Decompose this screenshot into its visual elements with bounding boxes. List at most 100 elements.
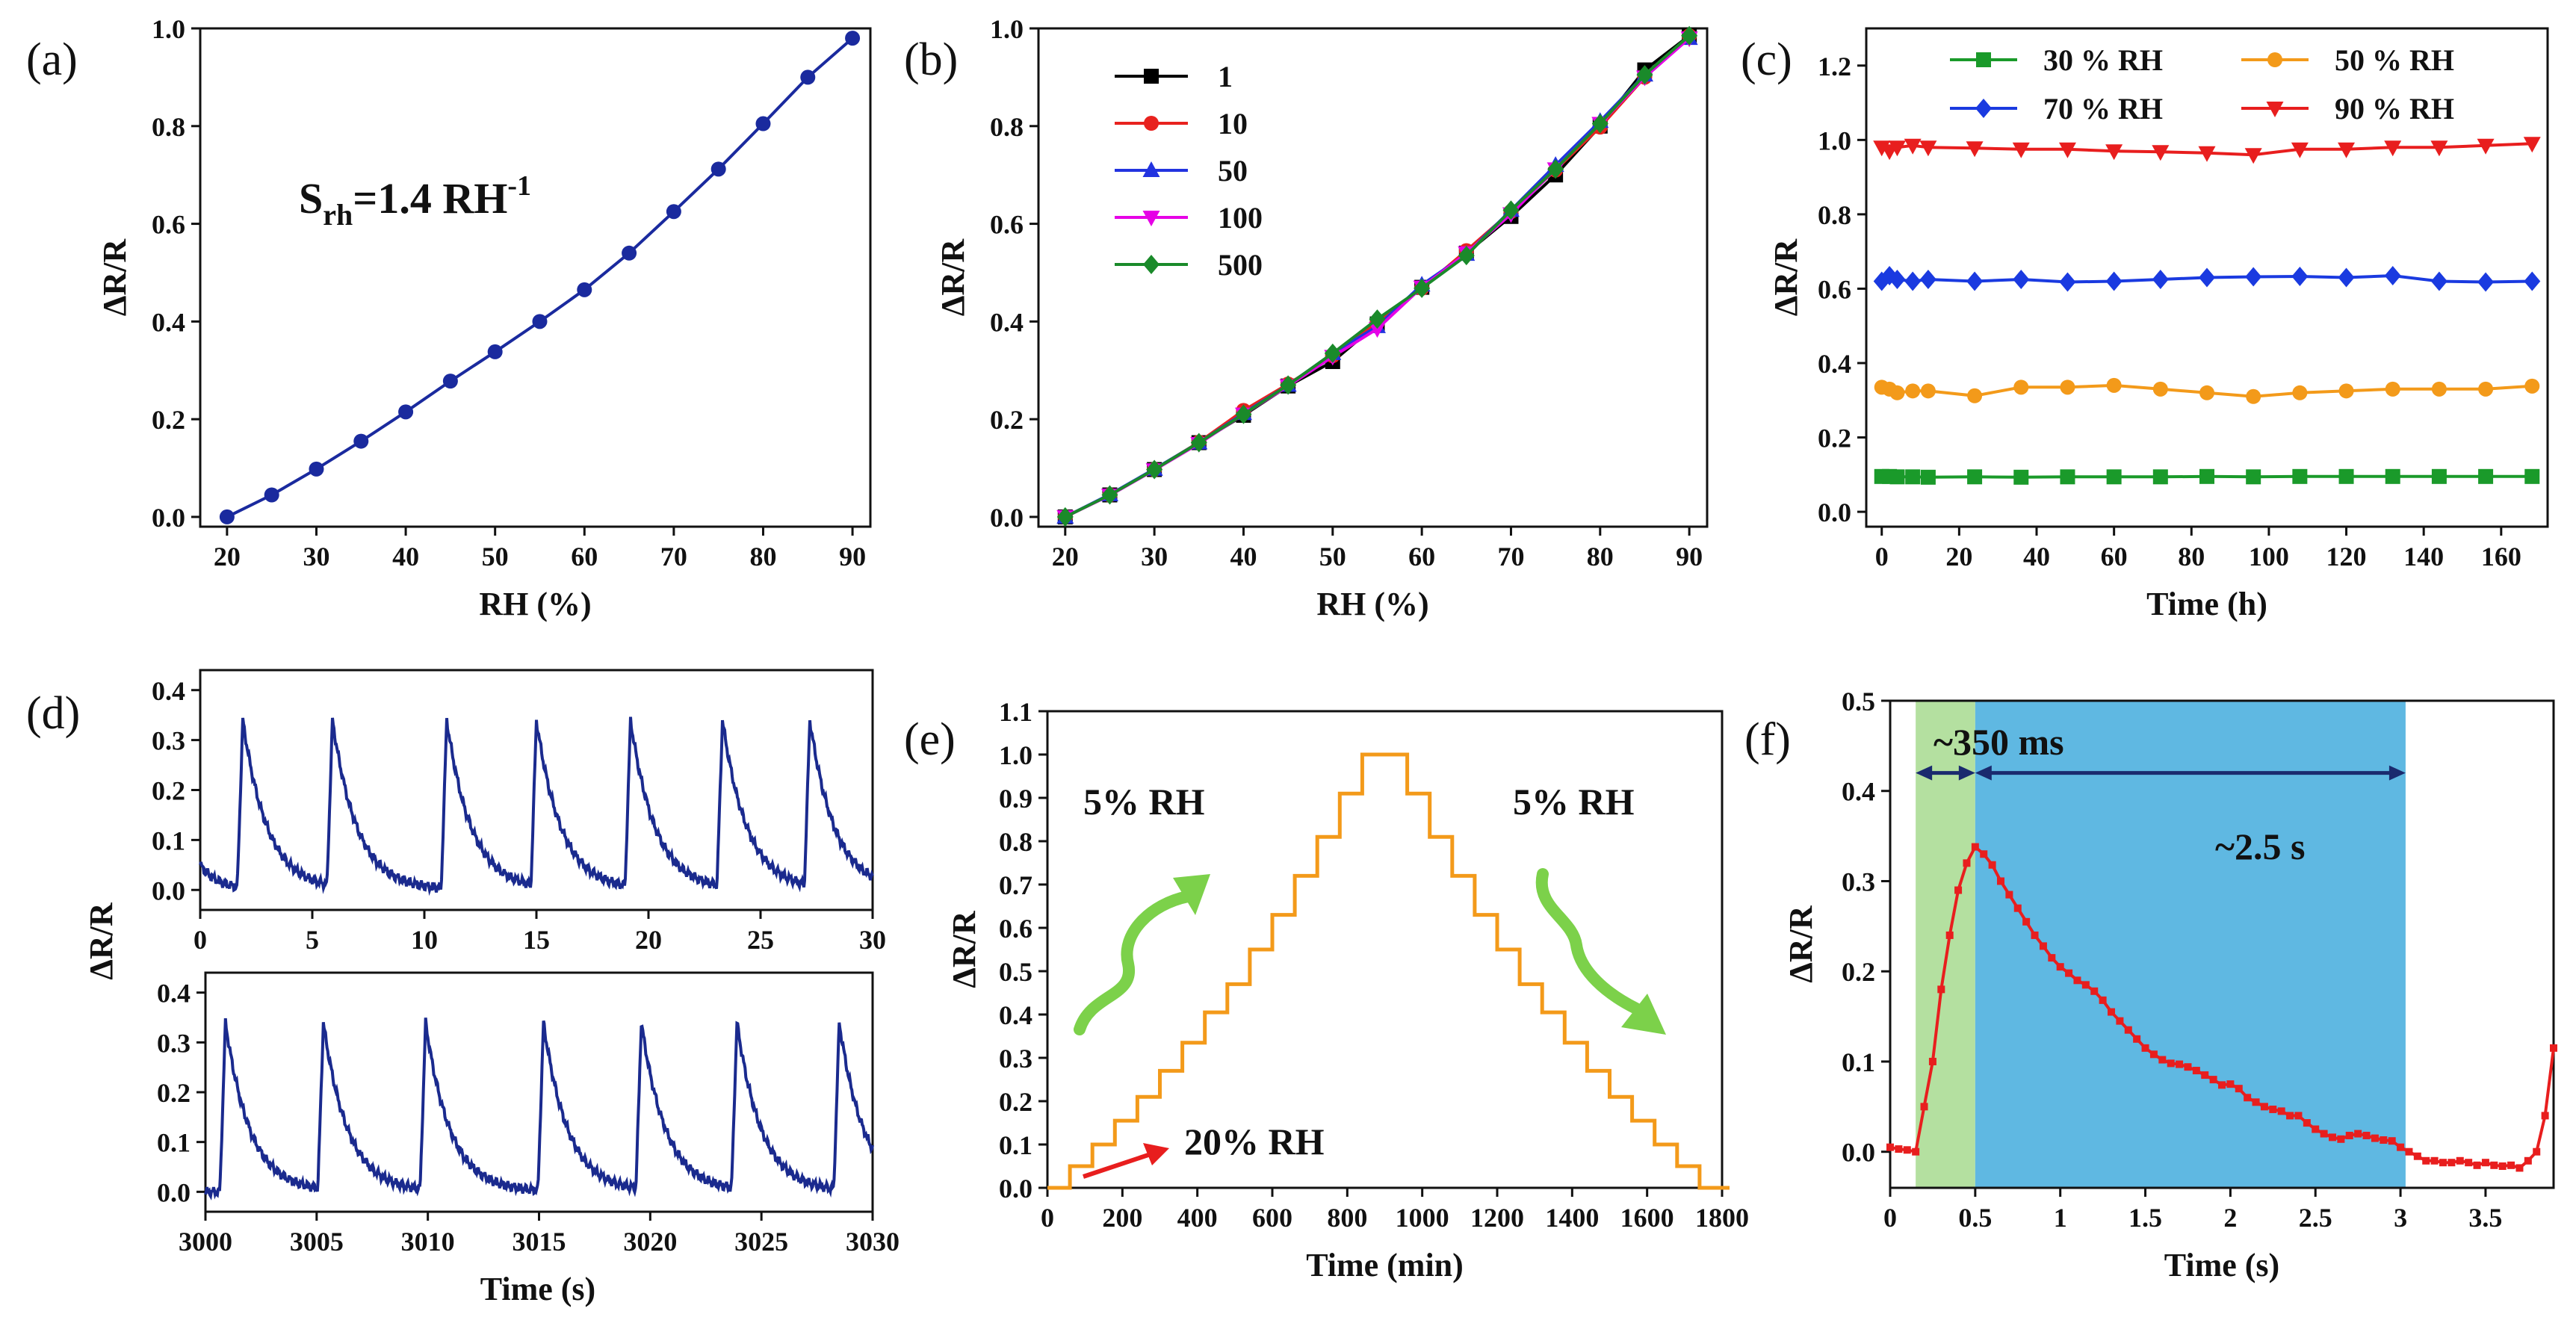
data-point (666, 204, 681, 220)
data-point (2447, 1159, 2456, 1167)
data-point (1966, 141, 1984, 158)
data-point (2481, 1159, 2489, 1167)
x-axis-label: Time (s) (2164, 1247, 2279, 1283)
signal-line-1 (204, 1017, 874, 1201)
data-point (2385, 468, 2400, 484)
series-line-0 (1064, 34, 1691, 518)
x-tick-label: 2 (2223, 1203, 2237, 1233)
data-point (2039, 942, 2047, 950)
data-point (2430, 140, 2448, 157)
x-tick-label: 400 (1177, 1203, 1218, 1233)
legend-label: 1 (1218, 60, 1233, 93)
series-line-2 (1064, 37, 1691, 518)
data-point (442, 374, 458, 389)
x-tick-label: 0 (1883, 1203, 1897, 1233)
data-point (2167, 1059, 2175, 1068)
y-tick-label: 0.4 (152, 307, 185, 337)
legend-marker (1142, 211, 1160, 226)
x-tick-label: 0.5 (1958, 1203, 1992, 1233)
x-tick-label: 2.5 (2299, 1203, 2332, 1233)
panel-label: (c) (1741, 34, 1792, 85)
data-point (2105, 144, 2123, 161)
y-tick-label: 0.6 (999, 914, 1032, 944)
y-axis-label: ΔR/R (83, 902, 120, 980)
y-tick-label: 0.8 (990, 112, 1024, 142)
panel-label: (f) (1744, 714, 1791, 765)
x-tick-label: 20 (1052, 542, 1079, 572)
y-tick-label: 0.8 (1818, 200, 1851, 230)
data-point (2246, 469, 2261, 485)
x-tick-label: 50 (482, 542, 509, 572)
data-point (2430, 1156, 2439, 1165)
data-point (398, 404, 414, 420)
data-point (1912, 1147, 1920, 1156)
y-tick-label: 1.0 (999, 740, 1032, 770)
panel-label: (d) (26, 688, 80, 739)
legend-label: 90 % RH (2335, 92, 2454, 126)
y-tick-label: 0.1 (999, 1130, 1032, 1160)
data-point (1967, 388, 1983, 403)
data-point (1368, 322, 1386, 338)
data-point (2141, 1044, 2149, 1052)
x-tick-label: 0 (1041, 1203, 1054, 1233)
data-point (2059, 272, 2076, 292)
data-point (2235, 1085, 2243, 1093)
data-point (1369, 309, 1386, 329)
y-tick-label: 0.3 (1842, 867, 1875, 896)
x-tick-label: 10 (411, 925, 438, 955)
data-point (2338, 142, 2356, 158)
data-point (2456, 1156, 2464, 1165)
data-point (1324, 343, 1341, 363)
data-point (2477, 272, 2495, 292)
x-tick-label: 80 (749, 542, 776, 572)
y-tick-label: 0.4 (157, 979, 191, 1009)
staircase-line (1047, 752, 1730, 1190)
panel-label: (b) (904, 34, 958, 85)
x-tick-label: 600 (1252, 1203, 1292, 1233)
legend-marker (1144, 69, 1159, 84)
y-tick-label: 0.3 (152, 726, 185, 756)
data-point (2405, 1147, 2413, 1156)
data-point (2116, 1017, 2124, 1025)
data-point (2244, 1094, 2252, 1102)
data-point (1904, 138, 1922, 155)
y-tick-label: 0.4 (999, 1000, 1032, 1030)
data-point (2431, 381, 2447, 397)
y-axis-label: ΔR/R (946, 910, 982, 988)
data-point (1235, 404, 1252, 424)
x-axis-label: Time (min) (1306, 1247, 1464, 1283)
data-point (2312, 1125, 2320, 1133)
y-tick-label: 0.4 (1818, 349, 1851, 379)
data-point (1888, 140, 1906, 157)
sensitivity-annotation: Srh=1.4 RH-1 (299, 170, 531, 232)
recovery-arrow-head-right (2388, 765, 2406, 781)
data-point (1280, 375, 1297, 395)
data-point (2337, 1135, 2345, 1143)
data-point (2105, 271, 2123, 291)
legend-label: 50 % RH (2335, 43, 2454, 77)
data-point (353, 433, 369, 449)
data-point (2385, 381, 2400, 397)
y-tick-label: 0.2 (152, 776, 185, 806)
data-point (2413, 1152, 2421, 1160)
y-tick-label: 0.1 (152, 826, 185, 855)
data-point (2292, 468, 2308, 484)
y-tick-label: 0.1 (1842, 1047, 1875, 1077)
data-point (2320, 1130, 2328, 1138)
x-axis-label: RH (%) (479, 586, 591, 622)
data-point (1905, 469, 1921, 485)
x-tick-label: 30 (859, 925, 886, 955)
up-arrow-head (1173, 874, 1210, 915)
x-tick-label: 200 (1102, 1203, 1142, 1233)
y-tick-label: 1.1 (999, 697, 1032, 727)
down-arrow-shaft (1535, 868, 1642, 1015)
y-tick-label: 0.8 (999, 827, 1032, 857)
panel-label: (e) (904, 714, 956, 765)
data-point (2294, 1112, 2303, 1120)
y-tick-label: 1.0 (152, 14, 185, 44)
data-point (2081, 981, 2090, 989)
y-tick-label: 0.2 (999, 1087, 1032, 1117)
data-point (2124, 1026, 2132, 1034)
data-point (2106, 469, 2122, 485)
data-point (2388, 1137, 2396, 1145)
